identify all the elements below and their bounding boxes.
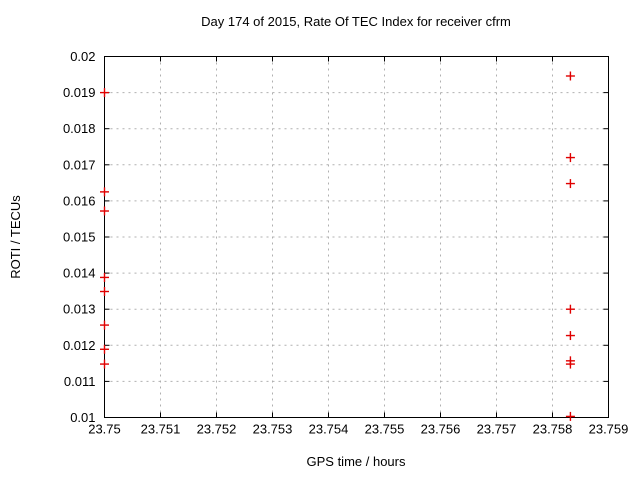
x-tick-label: 23.752 [197, 422, 237, 437]
x-tick-label: 23.757 [477, 422, 517, 437]
y-tick-label: 0.016 [63, 193, 96, 208]
x-tick-label: 23.759 [589, 422, 629, 437]
y-tick-label: 0.017 [63, 157, 96, 172]
y-tick-label: 0.015 [63, 230, 96, 245]
y-tick-label: 0.019 [63, 85, 96, 100]
y-tick-label: 0.012 [63, 338, 96, 353]
x-tick-label: 23.753 [253, 422, 293, 437]
x-axis-label: GPS time / hours [306, 454, 406, 469]
y-tick-label: 0.018 [63, 121, 96, 136]
y-tick-label: 0.02 [70, 49, 95, 64]
x-tick-label: 23.755 [365, 422, 405, 437]
x-tick-label: 23.754 [309, 422, 349, 437]
chart-title: Day 174 of 2015, Rate Of TEC Index for r… [201, 14, 511, 29]
y-tick-label: 0.01 [70, 410, 95, 425]
x-tick-label: 23.756 [421, 422, 461, 437]
x-tick-label: 23.75 [88, 422, 121, 437]
y-tick-label: 0.014 [63, 266, 96, 281]
y-tick-label: 0.013 [63, 302, 96, 317]
x-tick-label: 23.751 [141, 422, 181, 437]
x-tick-label: 23.758 [533, 422, 573, 437]
y-tick-label: 0.011 [64, 374, 96, 389]
